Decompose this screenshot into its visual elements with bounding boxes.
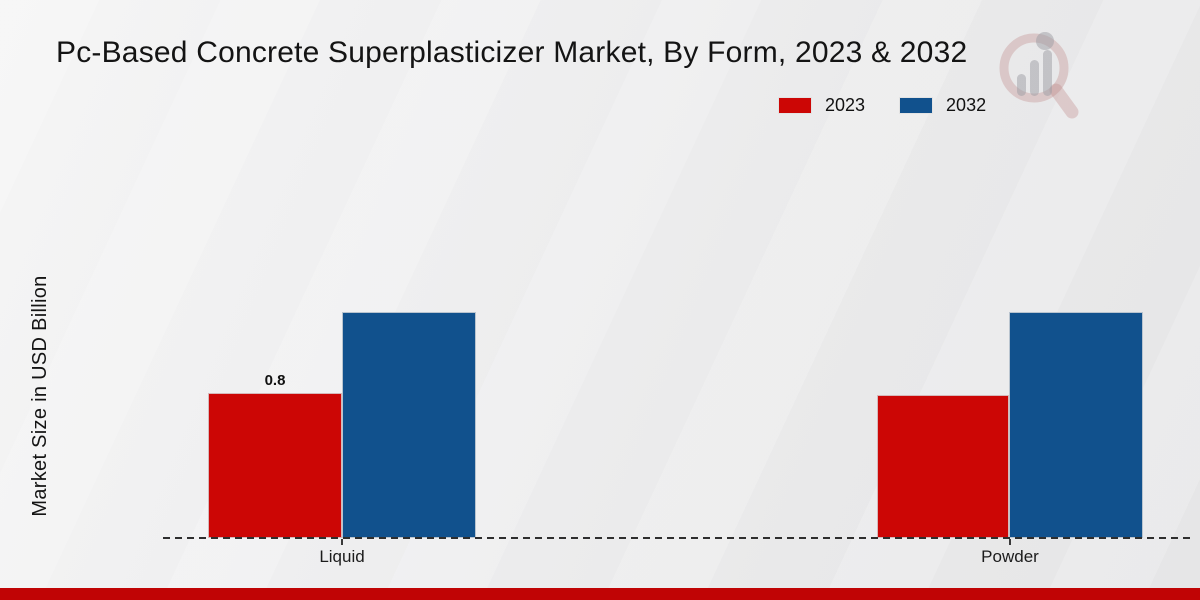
watermark-magnifier-logo-icon (999, 32, 1079, 119)
bar-value-label-liquid-2023: 0.8 (264, 372, 286, 389)
x-axis-baseline (163, 537, 1190, 539)
bar-liquid-2023 (208, 393, 342, 538)
legend-item-2032: 2032 (899, 95, 986, 116)
bar-powder-2023 (877, 395, 1009, 538)
bar-powder-2032 (1009, 312, 1143, 538)
y-axis-label: Market Size in USD Billion (29, 275, 51, 517)
legend-label-2032: 2032 (946, 95, 987, 115)
footer-accent-bar (0, 588, 1200, 600)
axis-tick-powder (1009, 539, 1011, 545)
category-label-liquid: Liquid (319, 547, 365, 566)
legend-swatch-2032-icon (899, 97, 934, 114)
chart-title: Pc-Based Concrete Superplasticizer Marke… (56, 36, 968, 69)
legend: 2023 2032 (778, 95, 986, 116)
category-label-powder: Powder (981, 547, 1039, 566)
legend-swatch-2023-icon (778, 97, 812, 114)
axis-tick-liquid (341, 539, 343, 545)
legend-item-2023: 2023 (778, 95, 865, 116)
bar-liquid-2032 (342, 312, 476, 538)
legend-label-2023: 2023 (825, 95, 866, 115)
